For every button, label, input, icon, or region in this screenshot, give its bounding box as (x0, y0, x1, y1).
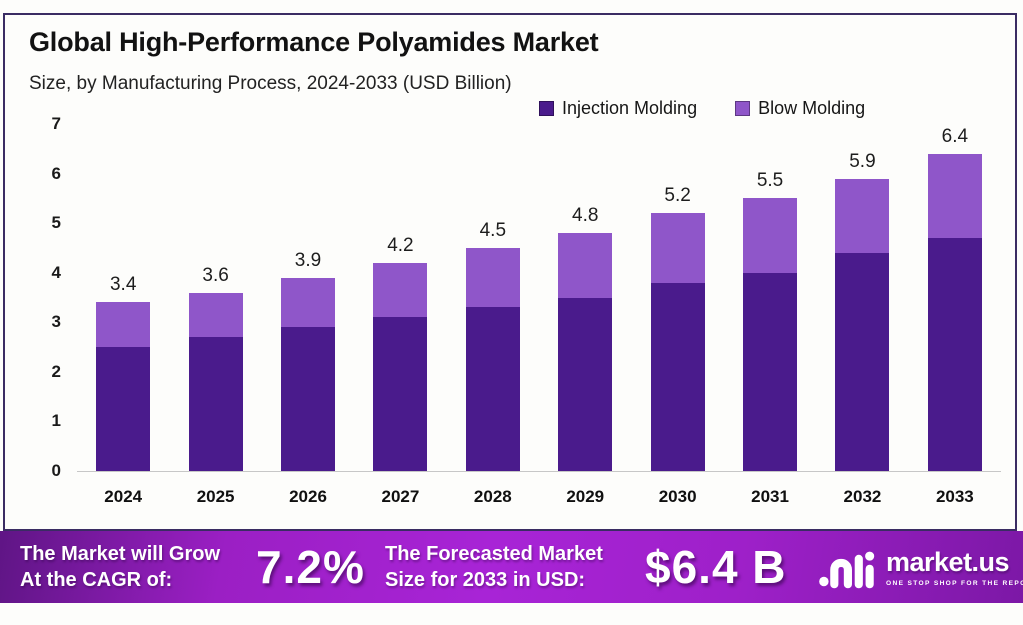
page-title: Global High-Performance Polyamides Marke… (29, 27, 599, 57)
stacked-bar-2030 (650, 213, 705, 471)
forecast-label-line2: Size for 2033 in USD: (385, 569, 586, 591)
bar-segment-injection-molding-2026 (281, 327, 336, 471)
marketus-logo: market.us ONE STOP SHOP FOR THE REPORTS (818, 544, 1023, 590)
x-tick-2025: 2025 (196, 487, 235, 506)
y-tick-0: 0 (51, 461, 61, 480)
y-tick-2: 2 (51, 361, 61, 381)
cagr-label: The Market will Grow At the CAGR of: (20, 541, 220, 593)
cagr-label-line2: At the CAGR of: (20, 569, 173, 591)
cagr-value: 7.2% (256, 541, 365, 593)
stacked-bar-2028 (465, 247, 520, 471)
y-tick-3: 3 (51, 312, 61, 332)
stacked-bar-2026 (281, 277, 336, 471)
bar-column-2033: 6.4 (909, 125, 1001, 471)
bar-value-label-2025: 3.6 (202, 264, 229, 286)
y-axis: 0 1 2 3 4 5 6 7 (5, 114, 67, 480)
stacked-bar-2027 (373, 262, 428, 471)
bar-segment-injection-molding-2027 (373, 317, 428, 471)
bar-value-label-2032: 5.9 (849, 150, 876, 172)
forecast-value: $6.4 B (645, 541, 787, 593)
legend-label: Injection Molding (562, 98, 698, 118)
marketus-logo-tagline: ONE STOP SHOP FOR THE REPORTS (886, 580, 1023, 587)
stacked-bar-2024 (96, 302, 151, 471)
bar-column-2030: 5.2 (631, 125, 723, 471)
legend-item-1: Blow Molding (735, 98, 865, 119)
bar-segment-blow-molding-2026 (281, 277, 336, 328)
x-tick-2024: 2024 (104, 487, 143, 506)
bar-column-2032: 5.9 (816, 125, 908, 471)
x-tick-2028: 2028 (473, 487, 512, 506)
bar-column-2027: 4.2 (354, 125, 446, 471)
stats-banner: The Market will Grow At the CAGR of: 7.2… (0, 531, 1023, 603)
bar-segment-blow-molding-2032 (835, 178, 890, 253)
bar-segment-blow-molding-2031 (743, 198, 798, 273)
bar-segment-blow-molding-2027 (373, 262, 428, 318)
legend-label: Blow Molding (758, 98, 866, 118)
x-tick-2032: 2032 (843, 487, 882, 506)
bar-segment-blow-molding-2033 (927, 153, 982, 239)
stacked-bar-2032 (835, 178, 890, 471)
stacked-bar-2033 (927, 153, 982, 471)
bar-value-label-2030: 5.2 (664, 185, 691, 207)
chart-card: Global High-Performance Polyamides Marke… (3, 13, 1017, 531)
bar-segment-injection-molding-2030 (650, 282, 705, 471)
plot-area: 3.4 3.6 3.9 4.2 4.5 4.8 5.2 5.5 5.9 6.4 (77, 125, 1001, 472)
bar-column-2024: 3.4 (77, 125, 169, 471)
bar-column-2028: 4.5 (447, 125, 539, 471)
bar-value-label-2024: 3.4 (109, 274, 137, 296)
marketus-logo-icon (819, 551, 875, 589)
bar-segment-injection-molding-2031 (743, 272, 798, 471)
forecast-label: The Forecasted Market Size for 2033 in U… (385, 541, 603, 593)
bar-segment-injection-molding-2025 (188, 337, 243, 471)
forecast-label-line1: The Forecasted Market (385, 543, 603, 565)
bar-segment-blow-molding-2024 (96, 302, 151, 348)
chart-subtitle: Size, by Manufacturing Process, 2024-203… (29, 73, 512, 94)
legend-item-0: Injection Molding (539, 98, 697, 119)
bar-segment-injection-molding-2024 (96, 347, 151, 471)
bar-segment-blow-molding-2028 (465, 247, 520, 308)
bar-column-2026: 3.9 (262, 125, 354, 471)
cagr-label-line1: The Market will Grow (20, 543, 221, 565)
stacked-bar-2029 (558, 233, 613, 471)
bar-column-2031: 5.5 (724, 125, 816, 471)
bar-segment-blow-molding-2030 (650, 213, 705, 283)
x-tick-2029: 2029 (566, 487, 605, 506)
bar-value-label-2033: 6.4 (941, 125, 969, 147)
x-tick-2031: 2031 (751, 487, 789, 506)
bar-segment-injection-molding-2028 (465, 307, 520, 471)
bar-segment-blow-molding-2025 (188, 292, 243, 338)
bar-column-2025: 3.6 (169, 125, 261, 471)
bar-value-label-2026: 3.9 (294, 249, 322, 271)
x-tick-2026: 2026 (289, 487, 327, 506)
y-tick-1: 1 (51, 411, 61, 431)
x-tick-2030: 2030 (658, 487, 697, 506)
bar-value-label-2028: 4.5 (479, 219, 507, 241)
bar-segment-injection-molding-2029 (558, 297, 613, 471)
x-axis: 2024 2025 2026 2027 2028 2029 2030 2031 2032 2033 (77, 472, 1001, 507)
stacked-bar-2031 (743, 198, 798, 471)
legend-swatch-icon (539, 101, 554, 116)
stacked-bar-2025 (188, 292, 243, 471)
y-tick-4: 4 (51, 262, 61, 282)
chart-legend: Injection Molding Blow Molding (539, 98, 865, 119)
bar-value-label-2027: 4.2 (387, 234, 414, 256)
y-tick-5: 5 (51, 213, 61, 233)
bar-segment-injection-molding-2033 (927, 238, 982, 471)
bar-value-label-2031: 5.5 (756, 170, 784, 192)
y-tick-7: 7 (51, 114, 61, 133)
marketus-logo-text: market.us (886, 547, 1010, 577)
bar-segment-injection-molding-2032 (835, 252, 890, 471)
x-tick-2027: 2027 (381, 487, 420, 506)
legend-swatch-icon (735, 101, 751, 116)
bar-segment-blow-molding-2029 (558, 233, 613, 298)
bar-column-2029: 4.8 (539, 125, 631, 471)
y-tick-6: 6 (51, 163, 61, 183)
x-tick-2033: 2033 (935, 487, 974, 506)
bar-value-label-2029: 4.8 (572, 205, 599, 227)
